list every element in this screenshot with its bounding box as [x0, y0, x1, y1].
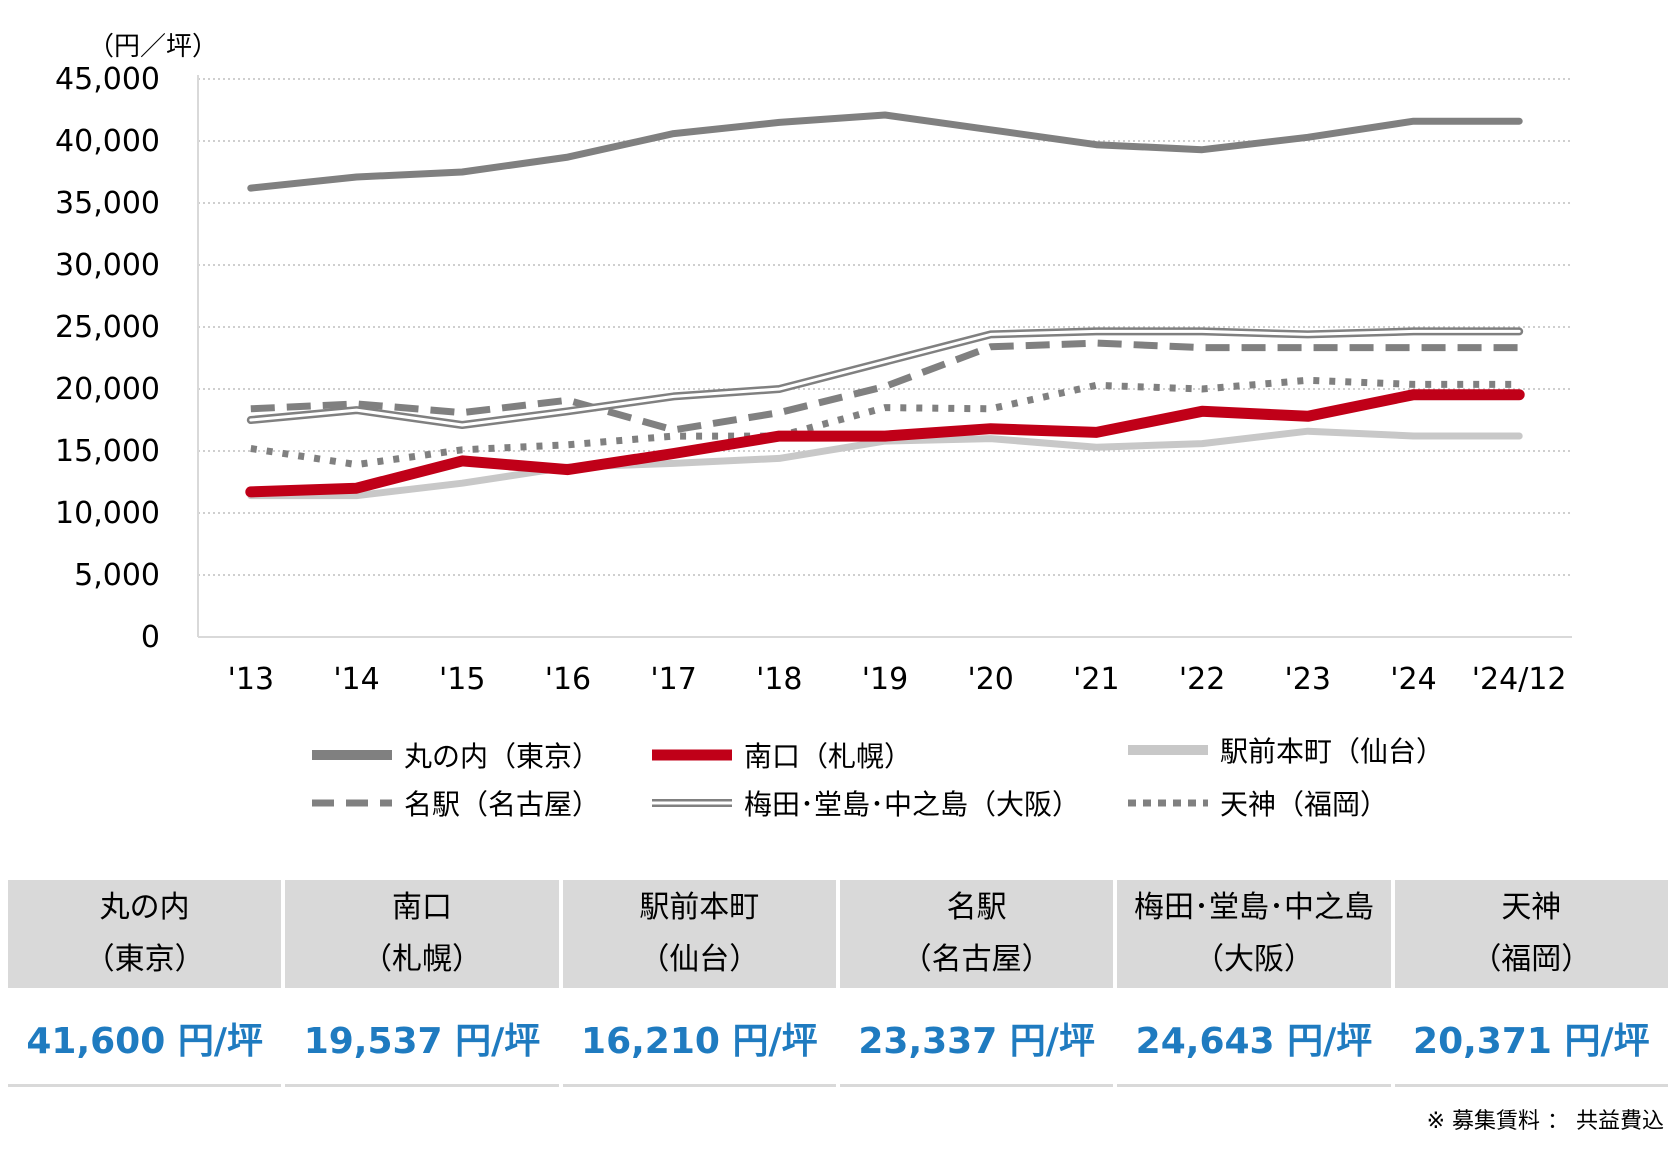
y-tick-label: 15,000 — [55, 434, 160, 469]
y-tick-label: 35,000 — [55, 186, 160, 221]
rent-value: 16,210 円/坪 — [558, 988, 840, 1087]
series-line — [247, 111, 1523, 192]
series-1 — [245, 389, 1525, 498]
rent-value: 24,643 円/坪 — [1113, 988, 1395, 1087]
x-tick-label: '18 — [756, 662, 802, 697]
legend-label: 名駅（名古屋） — [404, 788, 600, 821]
x-tick-label: '14 — [333, 662, 379, 697]
legend-item: 丸の内（東京） — [312, 740, 600, 773]
x-tick-label: '24 — [1390, 662, 1436, 697]
series-line-inner — [249, 329, 1521, 427]
unit-label: （円／坪） — [88, 32, 218, 62]
x-tick-label: '22 — [1179, 662, 1225, 697]
series-0 — [247, 111, 1523, 192]
legend-item: 天神（福岡） — [1128, 788, 1388, 821]
y-tick-label: 25,000 — [55, 310, 160, 345]
city-name: （名古屋） — [901, 942, 1052, 977]
city-name: （仙台） — [639, 942, 760, 977]
district-name: 名駅 — [946, 890, 1007, 925]
rent-value: 19,537 円/坪 — [281, 988, 563, 1087]
rent-value: 23,337 円/坪 — [835, 988, 1118, 1087]
city-name: （札幌） — [361, 942, 482, 977]
y-tick-label: 40,000 — [55, 124, 160, 159]
legend-label: 丸の内（東京） — [404, 740, 600, 773]
legend-item: 名駅（名古屋） — [312, 788, 600, 821]
line-chart: （円／坪） 0 5,000 10,000 15,000 20,000 25,000 30,0… — [55, 32, 1572, 821]
series-5 — [250, 376, 1520, 469]
district-name: 南口 — [391, 890, 452, 925]
legend-item: 駅前本町（仙台） — [1128, 735, 1444, 768]
summary-value-row: 41,600 円/坪 19,537 円/坪 16,210 円/坪 23,337 … — [3, 988, 1673, 1087]
summary-header-cell: 梅田･堂島･中之島 （大阪） — [1113, 876, 1395, 992]
city-name: （大阪） — [1193, 942, 1314, 977]
legend-item: 南口（札幌） — [652, 740, 912, 773]
x-tick-label: '20 — [967, 662, 1013, 697]
series-lines — [245, 111, 1525, 500]
city-name: （東京） — [84, 942, 205, 977]
summary-header-cell: 駅前本町 （仙台） — [558, 876, 840, 992]
gridlines — [198, 78, 1572, 576]
x-axis: '13 '14 '15 '16 '17 '18 '19 '20 '21 '22 '23 '24 '24/… — [198, 636, 1572, 697]
y-tick-label: 0 — [141, 620, 160, 655]
series-4 — [246, 327, 1524, 429]
district-name: 梅田･堂島･中之島 — [1133, 890, 1374, 925]
summary-header-cell: 名駅 （名古屋） — [835, 876, 1118, 992]
y-tick-label: 10,000 — [55, 496, 160, 531]
x-tick-label: '24/12 — [1472, 662, 1567, 697]
rent-value: 20,371 円/坪 — [1390, 988, 1673, 1087]
district-name: 丸の内 — [99, 890, 190, 925]
x-tick-label: '21 — [1073, 662, 1119, 697]
series-line — [245, 389, 1525, 498]
rent-value: 41,600 円/坪 — [3, 988, 286, 1087]
x-tick-label: '23 — [1285, 662, 1331, 697]
legend: 丸の内（東京） 南口（札幌） 駅前本町（仙台） 名駅（名古屋） 梅田･堂島･中之島（大阪… — [312, 735, 1444, 821]
legend-label: 駅前本町（仙台） — [1220, 735, 1444, 768]
district-name: 天神 — [1501, 890, 1562, 925]
summary-table: 丸の内 （東京） 南口 （札幌） 駅前本町 （仙台） 名駅 （名古屋） 梅田･堂島･中之… — [3, 876, 1673, 1087]
summary-header-cell: 天神 （福岡） — [1390, 876, 1673, 992]
x-tick-label: '15 — [439, 662, 485, 697]
x-tick-label: '16 — [545, 662, 591, 697]
series-line — [250, 376, 1520, 469]
summary-header-cell: 丸の内 （東京） — [3, 876, 286, 992]
legend-label: 梅田･堂島･中之島（大阪） — [744, 788, 1080, 821]
x-tick-label: '19 — [862, 662, 908, 697]
city-name: （福岡） — [1471, 942, 1592, 977]
summary-header-row: 丸の内 （東京） 南口 （札幌） 駅前本町 （仙台） 名駅 （名古屋） 梅田･堂島･中之… — [3, 876, 1673, 992]
legend-item: 梅田･堂島･中之島（大阪） — [652, 788, 1080, 821]
legend-label: 南口（札幌） — [744, 740, 912, 773]
summary-header-cell: 南口 （札幌） — [281, 876, 563, 992]
district-name: 駅前本町 — [639, 890, 760, 925]
x-tick-label: '13 — [228, 662, 274, 697]
y-tick-label: 30,000 — [55, 248, 160, 283]
y-tick-label: 5,000 — [74, 558, 160, 593]
footnote: ※ 募集賃料 ： 共益費込 — [1426, 1109, 1664, 1134]
y-tick-label: 45,000 — [55, 62, 160, 97]
legend-label: 天神（福岡） — [1220, 788, 1388, 821]
y-axis: 0 5,000 10,000 15,000 20,000 25,000 30,000 35,0… — [55, 62, 199, 655]
x-tick-label: '17 — [650, 662, 696, 697]
y-tick-label: 20,000 — [55, 372, 160, 407]
